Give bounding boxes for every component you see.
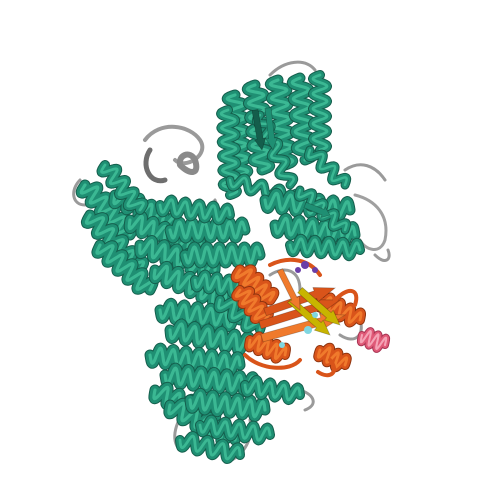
lower-helix (164, 318, 256, 357)
top-bundle-helix (264, 74, 299, 171)
bottom-bundle-helix (240, 375, 305, 405)
domain-orange-chain (230, 257, 366, 378)
top-bundle-helix (286, 72, 319, 166)
helices-teal-chain (75, 70, 365, 464)
orange-loop (316, 358, 337, 378)
middle-helix (269, 212, 361, 248)
ligand-atom (279, 342, 285, 348)
bottom-bundle-helix (184, 387, 271, 423)
beta-strand (303, 201, 331, 219)
orange-helix (314, 292, 366, 328)
sheets-teal-chain (251, 107, 331, 219)
left-domain-helix (148, 260, 232, 310)
left-domain-helix (91, 239, 159, 296)
beta-strand (297, 286, 341, 326)
middle-helix (285, 233, 365, 262)
ligand-accents (279, 261, 391, 353)
lower-helix (154, 297, 246, 333)
ligand-atom (301, 261, 309, 269)
ligand-atom (312, 267, 318, 273)
left-domain-helix (155, 194, 235, 226)
ligand-atom (295, 267, 301, 273)
left-domain-helix (179, 241, 266, 269)
beta-strand (264, 107, 278, 151)
pink-helix (356, 327, 391, 353)
beta-strand (251, 109, 267, 151)
top-bundle-helix (308, 70, 332, 155)
orange-loop (333, 289, 359, 307)
orange-helix (231, 285, 274, 325)
lower-helix (213, 295, 267, 335)
beta-strand (276, 268, 301, 311)
bottom-bundle-helix (175, 431, 245, 464)
ligand-atom (312, 312, 318, 318)
bottom-bundle-helix (195, 414, 275, 446)
top-bundle-helix (303, 145, 352, 190)
left-domain-helix (123, 210, 207, 260)
ligand-atom (304, 326, 312, 334)
lower-helix (159, 362, 261, 398)
orange-helix (313, 342, 352, 373)
orange-loop (243, 353, 302, 370)
lower-helix (144, 342, 246, 378)
left-domain-helix (96, 160, 149, 215)
left-domain-helix (164, 216, 251, 244)
orange-helix (244, 331, 291, 364)
